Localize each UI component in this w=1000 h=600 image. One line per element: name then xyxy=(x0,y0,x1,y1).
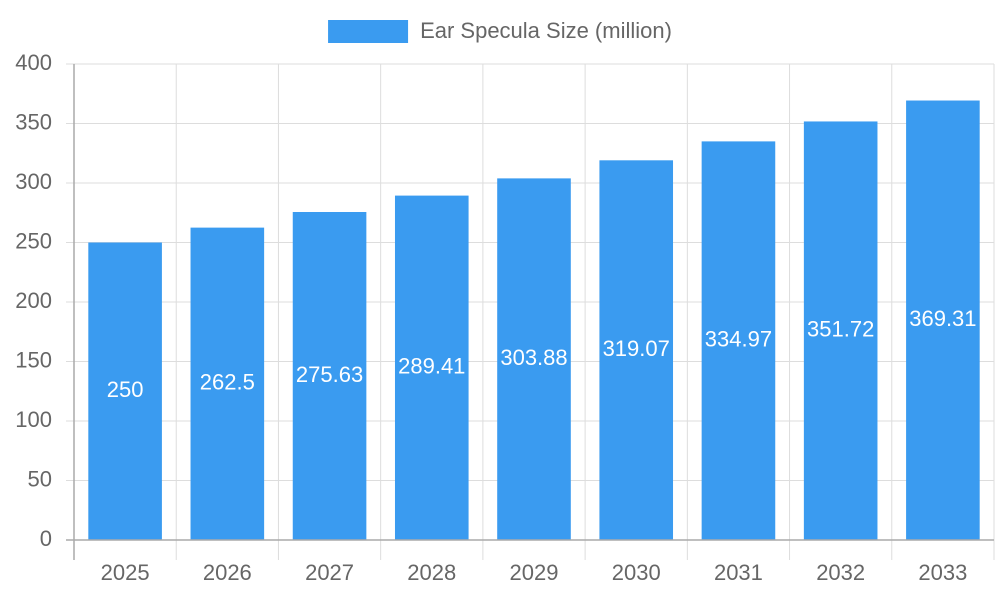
data-label: 303.88 xyxy=(500,345,567,370)
data-label: 275.63 xyxy=(296,362,363,387)
y-tick-label: 400 xyxy=(15,50,52,75)
y-tick-label: 100 xyxy=(15,407,52,432)
y-tick-label: 300 xyxy=(15,169,52,194)
legend-swatch xyxy=(328,20,409,43)
data-label: 351.72 xyxy=(807,317,874,342)
data-label: 334.97 xyxy=(705,327,772,352)
data-label: 289.41 xyxy=(398,354,465,379)
x-tick-label: 2030 xyxy=(612,560,661,585)
y-tick-label: 250 xyxy=(15,228,52,253)
bar xyxy=(803,121,878,541)
y-tick-label: 50 xyxy=(28,466,52,491)
x-tick-label: 2031 xyxy=(714,560,763,585)
bar xyxy=(292,212,367,540)
bar xyxy=(190,227,265,540)
bar xyxy=(88,242,162,540)
x-tick-label: 2026 xyxy=(203,560,252,585)
x-tick-label: 2032 xyxy=(816,560,865,585)
y-tick-label: 200 xyxy=(15,288,52,313)
data-label: 250 xyxy=(107,377,144,402)
y-tick-label: 0 xyxy=(40,526,52,551)
x-tick-label: 2025 xyxy=(101,560,150,585)
y-tick-label: 350 xyxy=(15,109,52,134)
legend-label: Ear Specula Size (million) xyxy=(420,18,672,43)
data-label: 319.07 xyxy=(603,336,670,361)
legend: Ear Specula Size (million) xyxy=(328,18,672,43)
bar xyxy=(906,100,980,540)
x-tick-label: 2028 xyxy=(407,560,456,585)
bar xyxy=(599,160,674,540)
bar xyxy=(394,195,469,540)
x-tick-label: 2029 xyxy=(510,560,559,585)
x-tick-label: 2027 xyxy=(305,560,354,585)
bar xyxy=(701,141,776,541)
x-tick-label: 2033 xyxy=(918,560,967,585)
data-label: 262.5 xyxy=(200,370,255,395)
y-tick-label: 150 xyxy=(15,347,52,372)
bar xyxy=(497,178,571,540)
data-label: 369.31 xyxy=(909,306,976,331)
